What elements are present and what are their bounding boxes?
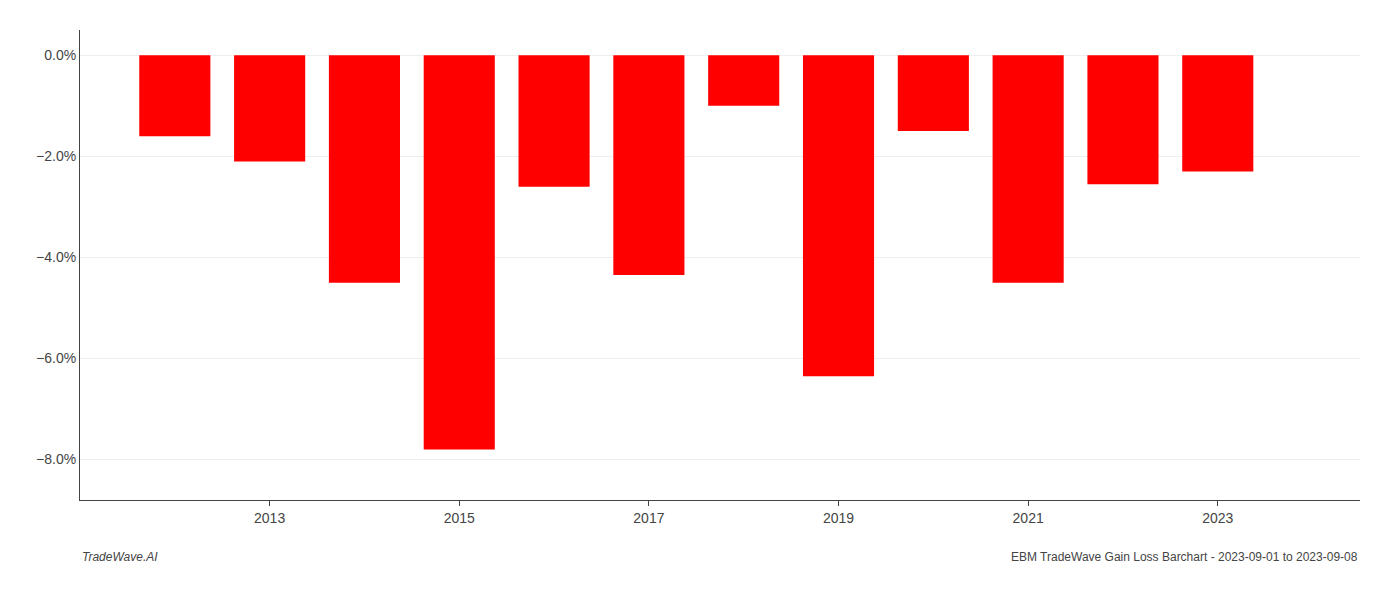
svg-text:2013: 2013 [254,510,285,526]
svg-text:2023: 2023 [1202,510,1233,526]
svg-text:−8.0%: −8.0% [36,451,76,467]
svg-text:−2.0%: −2.0% [36,148,76,164]
svg-text:−4.0%: −4.0% [36,249,76,265]
svg-text:TradeWave.AI: TradeWave.AI [82,550,158,564]
svg-text:2015: 2015 [444,510,475,526]
svg-text:2019: 2019 [823,510,854,526]
svg-text:EBM TradeWave Gain Loss Barcha: EBM TradeWave Gain Loss Barchart - 2023-… [1011,550,1358,564]
svg-text:2017: 2017 [633,510,664,526]
svg-text:0.0%: 0.0% [44,47,76,63]
svg-text:−6.0%: −6.0% [36,350,76,366]
svg-text:2021: 2021 [1013,510,1044,526]
